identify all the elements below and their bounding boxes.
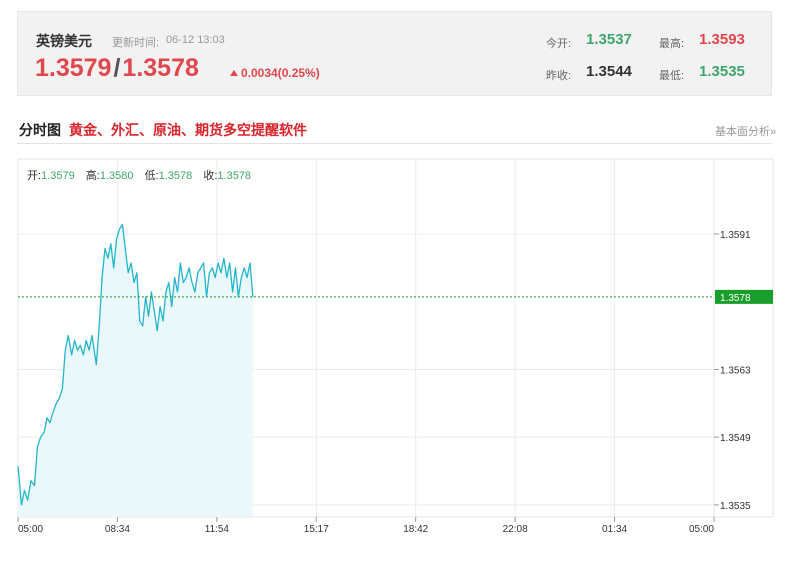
x-tick-label: 05:00 — [689, 524, 714, 535]
price-change: 0.0034(0.25%) — [230, 66, 320, 80]
low-value: 1.3535 — [699, 63, 745, 80]
high-value: 1.3593 — [699, 31, 745, 48]
ohlc-low-label: 低: — [144, 170, 159, 182]
ohlc-close-label: 收: — [203, 170, 218, 182]
y-tick-label: 1.3535 — [720, 501, 751, 512]
x-tick-label: 05:00 — [18, 524, 43, 535]
ask-price: 1.3578 — [122, 54, 199, 82]
high-label: 最高: — [659, 38, 685, 50]
section-divider — [17, 143, 772, 144]
x-axis-ticks: 05:00 08:34 11:54 15:17 18:42 22:08 01:34 05:00 — [17, 517, 715, 535]
ohlc-open-label: 开: — [27, 170, 42, 182]
y-tick-label: 1.3591 — [720, 230, 751, 241]
x-tick-label: 11:54 — [205, 524, 230, 535]
bid-price: 1.3579 — [35, 54, 112, 82]
price-separator: / — [113, 54, 121, 82]
x-tick-label: 01:34 — [602, 524, 627, 535]
x-tick-label: 15:17 — [304, 524, 329, 535]
x-tick-label: 08:34 — [105, 524, 130, 535]
ohlc-readout: 开:1.3579 高:1.3580 低:1.3578 收:1.3578 — [27, 167, 259, 183]
price-area — [18, 224, 253, 518]
promo-link[interactable]: 黄金、外汇、原油、期货多空提醒软件 — [69, 122, 307, 138]
arrow-up-icon — [230, 70, 238, 76]
open-value: 1.3537 — [586, 31, 632, 48]
ohlc-low: 1.3578 — [158, 170, 193, 182]
x-tick-label: 18:42 — [403, 524, 428, 535]
price-change-value: 0.0034(0.25%) — [241, 66, 320, 80]
ohlc-high: 1.3580 — [99, 170, 134, 182]
x-tick-label: 22:08 — [503, 524, 528, 535]
ohlc-open: 1.3579 — [41, 170, 75, 182]
section-title: 分时图 — [19, 122, 61, 138]
prev-close-label: 昨收: — [546, 70, 572, 82]
fundamental-analysis-link[interactable]: 基本面分析» — [715, 126, 777, 138]
current-price-tag-bg — [715, 289, 773, 304]
update-time-label: 更新时间: — [112, 37, 160, 49]
quote-panel: 英镑美元 更新时间: 06-12 13:03 1.3579/1.3578 0.0… — [17, 11, 772, 96]
ohlc-high-label: 高: — [85, 170, 100, 182]
update-time: 06-12 13:03 — [166, 34, 225, 46]
y-tick-label: 1.3563 — [720, 365, 751, 376]
y-tick-label: 1.3549 — [720, 433, 751, 444]
y-axis-ticks: 1.3591 1.3563 1.3549 1.3535 — [714, 230, 751, 512]
open-label: 今开: — [546, 38, 572, 50]
instrument-name: 英镑美元 — [36, 33, 92, 49]
current-price-tag-label: 1.3578 — [720, 293, 751, 304]
bid-ask-prices: 1.3579/1.3578 — [35, 54, 199, 83]
price-axis-frame — [713, 158, 774, 518]
low-label: 最低: — [659, 70, 685, 82]
prev-close-value: 1.3544 — [586, 63, 632, 80]
ohlc-close: 1.3578 — [217, 170, 252, 182]
current-price-tag: 1.3578 — [715, 289, 773, 304]
